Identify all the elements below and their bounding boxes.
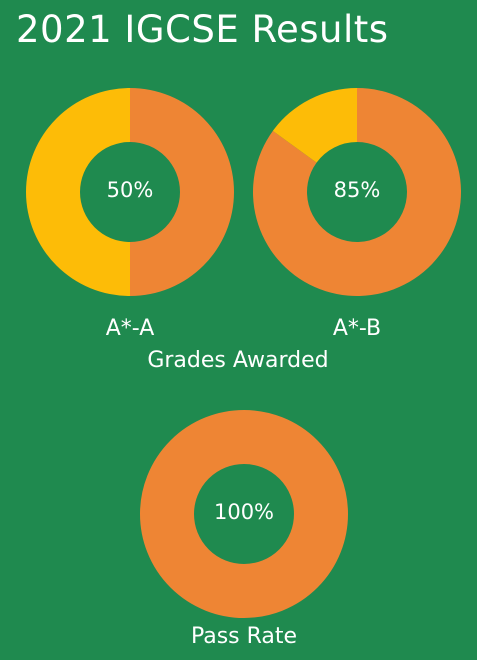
donut-slice-2-0 (140, 410, 348, 618)
donut-center-label-a-star-b: 85% (333, 178, 381, 202)
page-title: 2021 IGCSE Results (16, 8, 389, 51)
donut-chart-pass-rate (140, 410, 348, 618)
group-label-grades-awarded: Grades Awarded (147, 348, 329, 373)
donut-chart-a-star-b (253, 88, 461, 296)
donut-slice-1-0 (253, 88, 461, 296)
donut-center-label-pass-rate: 100% (213, 500, 275, 524)
category-label-a-star-b: A*-B (332, 316, 382, 341)
donut-center-label-a-star-a: 50% (106, 178, 154, 202)
donut-slice-1-1 (272, 88, 357, 163)
donut-chart-a-star-a (26, 88, 234, 296)
group-label-pass-rate: Pass Rate (190, 624, 298, 649)
donut-slice-0-0 (130, 88, 234, 296)
category-label-a-star-a: A*-A (105, 316, 155, 341)
donut-slice-0-1 (26, 88, 130, 296)
